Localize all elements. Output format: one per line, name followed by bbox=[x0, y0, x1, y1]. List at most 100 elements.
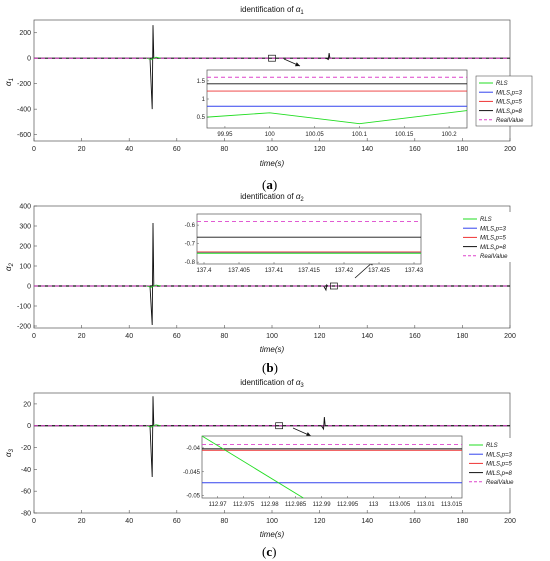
title-text: identification of bbox=[240, 378, 296, 387]
series-spike bbox=[323, 283, 328, 292]
caption-c: (c) bbox=[262, 544, 276, 559]
x-axis-label: time(s) bbox=[260, 530, 285, 539]
series-spike bbox=[325, 53, 331, 61]
inset-y-tick-label: -0.6 bbox=[185, 223, 196, 229]
y-tick-label: -600 bbox=[17, 132, 31, 139]
inset-x-tick-label: 137.415 bbox=[298, 268, 320, 274]
legend-label: MILS,p=5 bbox=[486, 462, 513, 468]
inset-x-tick-label: 100.15 bbox=[395, 132, 414, 138]
x-tick-label: 200 bbox=[504, 518, 516, 525]
legend-label: MILS,p=8 bbox=[496, 109, 523, 115]
title-symbol: α bbox=[296, 192, 301, 201]
x-axis-label: time(s) bbox=[260, 345, 285, 354]
inset-zoom: 137.4 137.405 137.41 137.415 137.42 137.425 13… bbox=[185, 213, 424, 274]
legend-label: RLS bbox=[486, 443, 498, 449]
inset-y-tick-label: -0.045 bbox=[183, 470, 201, 476]
x-axis-label: time(s) bbox=[260, 159, 285, 168]
inset-x-tick-label: 137.43 bbox=[405, 268, 424, 274]
series-line-rls bbox=[146, 284, 162, 288]
caption-a: (a) bbox=[262, 177, 277, 192]
title-subscript: 1 bbox=[300, 10, 304, 16]
legend-label: RealValue bbox=[486, 480, 514, 486]
inset-x-tick-label: 137.425 bbox=[368, 268, 390, 274]
x-tick-label: 80 bbox=[221, 333, 229, 340]
zoom-box bbox=[275, 422, 283, 430]
inset-zoom: 112.97 112.975 112.98 112.985 112.99 112.995 1… bbox=[183, 435, 463, 508]
inset-x-tick-label: 112.99 bbox=[313, 502, 332, 508]
inset-x-tick-label: 112.98 bbox=[261, 502, 280, 508]
caption-b: (b) bbox=[262, 360, 278, 375]
y-tick-label: 100 bbox=[19, 264, 31, 271]
inset-y-tick-label: -0.8 bbox=[185, 260, 196, 266]
x-tick-label: 20 bbox=[78, 333, 86, 340]
x-tick-label: 0 bbox=[32, 518, 36, 525]
y-tick-label: -80 bbox=[21, 511, 31, 518]
title-text: identification of bbox=[240, 192, 296, 201]
inset-y-tick-label: 1.5 bbox=[197, 79, 206, 85]
y-tick-label: -400 bbox=[17, 107, 31, 114]
x-tick-label: 40 bbox=[125, 518, 133, 525]
inset-x-tick-label: 137.41 bbox=[265, 268, 284, 274]
y-tick-label: -200 bbox=[17, 81, 31, 88]
inset-x-tick-label: 99.95 bbox=[217, 132, 233, 138]
y-tick-label: 20 bbox=[23, 401, 31, 408]
inset-x-tick-label: 100.1 bbox=[352, 132, 368, 138]
inset-x-tick-label: 112.995 bbox=[337, 502, 359, 508]
x-tick-label: 60 bbox=[173, 518, 181, 525]
inset-x-tick-label: 113.01 bbox=[417, 502, 436, 508]
axis-ticks: 0 20 40 60 80 100 120 140 160 180 200 -200 -100 0 100 2… bbox=[17, 204, 516, 341]
chart-title: identification of α3 bbox=[240, 378, 304, 389]
y-tick-label: 0 bbox=[27, 284, 31, 291]
chart-title: identification of α1 bbox=[240, 5, 304, 16]
zoom-box bbox=[330, 282, 338, 290]
x-tick-label: 160 bbox=[409, 333, 421, 340]
x-tick-label: 120 bbox=[314, 333, 326, 340]
y-tick-label: 0 bbox=[27, 56, 31, 63]
y-tick-label: 0 bbox=[27, 423, 31, 430]
legend-label: RLS bbox=[480, 217, 492, 223]
y-tick-label: -200 bbox=[17, 324, 31, 331]
inset-y-tick-label: -0.04 bbox=[186, 446, 200, 452]
inset-frame bbox=[206, 69, 468, 129]
x-tick-label: 200 bbox=[504, 146, 516, 153]
inset-x-tick-label: 112.97 bbox=[209, 502, 228, 508]
legend-label: MILS,p=3 bbox=[486, 452, 513, 458]
series-lines bbox=[34, 25, 510, 110]
y-tick-label: 400 bbox=[19, 204, 31, 211]
x-tick-label: 140 bbox=[361, 146, 373, 153]
title-symbol: α bbox=[296, 5, 301, 14]
inset-x-tick-label: 113.005 bbox=[389, 502, 411, 508]
x-tick-label: 180 bbox=[457, 518, 469, 525]
x-tick-label: 20 bbox=[78, 146, 86, 153]
x-tick-label: 160 bbox=[409, 518, 421, 525]
x-tick-label: 200 bbox=[504, 333, 516, 340]
y-axis-label: α3 bbox=[4, 448, 15, 457]
zoom-arrow-head bbox=[306, 432, 311, 437]
legend-label: RealValue bbox=[480, 254, 508, 260]
x-tick-label: 120 bbox=[314, 146, 326, 153]
legend: RLS MILS,p=3 MILS,p=5 MILS,p=8 RealValue bbox=[466, 438, 522, 488]
inset-x-tick-label: 137.4 bbox=[196, 268, 212, 274]
x-tick-label: 180 bbox=[457, 146, 469, 153]
inset-x-tick-label: 100.05 bbox=[305, 132, 324, 138]
legend-label: MILS,p=5 bbox=[480, 236, 507, 242]
inset-line-rls bbox=[206, 110, 468, 125]
y-tick-label: 300 bbox=[19, 224, 31, 231]
y-tick-label: -100 bbox=[17, 304, 31, 311]
inset-y-tick-label: -0.7 bbox=[185, 242, 196, 248]
inset-x-tick-label: 113.015 bbox=[441, 502, 463, 508]
series-spike bbox=[320, 416, 326, 431]
inset-y-tick-label: 0.5 bbox=[197, 115, 206, 121]
inset-y-tick-label: 1 bbox=[202, 97, 206, 103]
inset-line-rls bbox=[201, 435, 304, 499]
y-tick-label: 200 bbox=[19, 30, 31, 37]
inset-x-tick-label: 137.405 bbox=[228, 268, 250, 274]
panel-b: 0 20 40 60 80 100 120 140 160 180 200 -200 -100 0 100 2… bbox=[4, 192, 522, 375]
x-tick-label: 0 bbox=[32, 333, 36, 340]
chart-title: identification of α2 bbox=[240, 192, 304, 203]
y-tick-label: -40 bbox=[21, 467, 31, 474]
x-tick-label: 40 bbox=[125, 146, 133, 153]
series-spike bbox=[149, 222, 155, 326]
x-tick-label: 100 bbox=[266, 146, 278, 153]
